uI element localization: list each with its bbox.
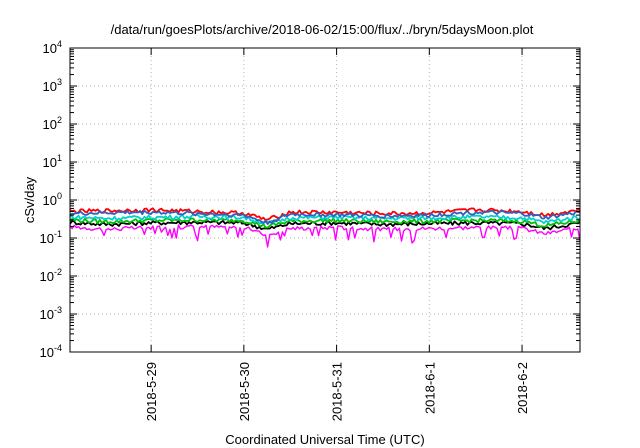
y-tick-label: 103 <box>43 77 62 94</box>
x-tick-label: 2018-5-30 <box>237 362 252 421</box>
series-line <box>70 217 580 229</box>
data-series <box>70 207 580 248</box>
chart-title: /data/run/goesPlots/archive/2018-06-02/1… <box>111 22 534 37</box>
x-tick-label: 2018-5-29 <box>144 362 159 421</box>
series-line <box>70 220 580 231</box>
x-tick-label: 2018-6-2 <box>515 362 530 414</box>
y-tick-label: 100 <box>43 191 62 208</box>
y-tick-label: 104 <box>43 39 62 56</box>
y-tick-exponent: 0 <box>57 191 62 201</box>
y-axis-label: cSv/day <box>22 176 37 223</box>
y-tick-exponent: 4 <box>57 39 62 49</box>
x-axis-ticks: 2018-5-29 2018-5-30 2018-5-31 2018-6-1 2018-… <box>144 48 530 421</box>
y-tick-exponent: 1 <box>57 153 62 163</box>
y-tick-label: 101 <box>43 153 62 170</box>
y-tick-label: 10-2 <box>40 267 62 284</box>
y-tick-exponent: -3 <box>54 305 62 315</box>
y-tick-exponent: -4 <box>54 343 62 353</box>
y-tick-label: 10-1 <box>40 229 62 246</box>
grid-lines <box>70 48 580 352</box>
x-tick-label: 2018-6-1 <box>422 362 437 414</box>
x-axis-label: Coordinated Universal Time (UTC) <box>225 432 424 447</box>
y-tick-label: 10-4 <box>40 343 62 360</box>
y-tick-label: 10-3 <box>40 305 62 322</box>
y-tick-exponent: -2 <box>54 267 62 277</box>
y-tick-exponent: 2 <box>57 115 62 125</box>
y-tick-exponent: -1 <box>54 229 62 239</box>
x-tick-label: 2018-5-31 <box>330 362 345 421</box>
y-tick-label: 102 <box>43 115 62 132</box>
series-line <box>70 224 580 248</box>
series-line <box>70 207 580 221</box>
y-tick-exponent: 3 <box>57 77 62 87</box>
series-line <box>70 209 580 225</box>
